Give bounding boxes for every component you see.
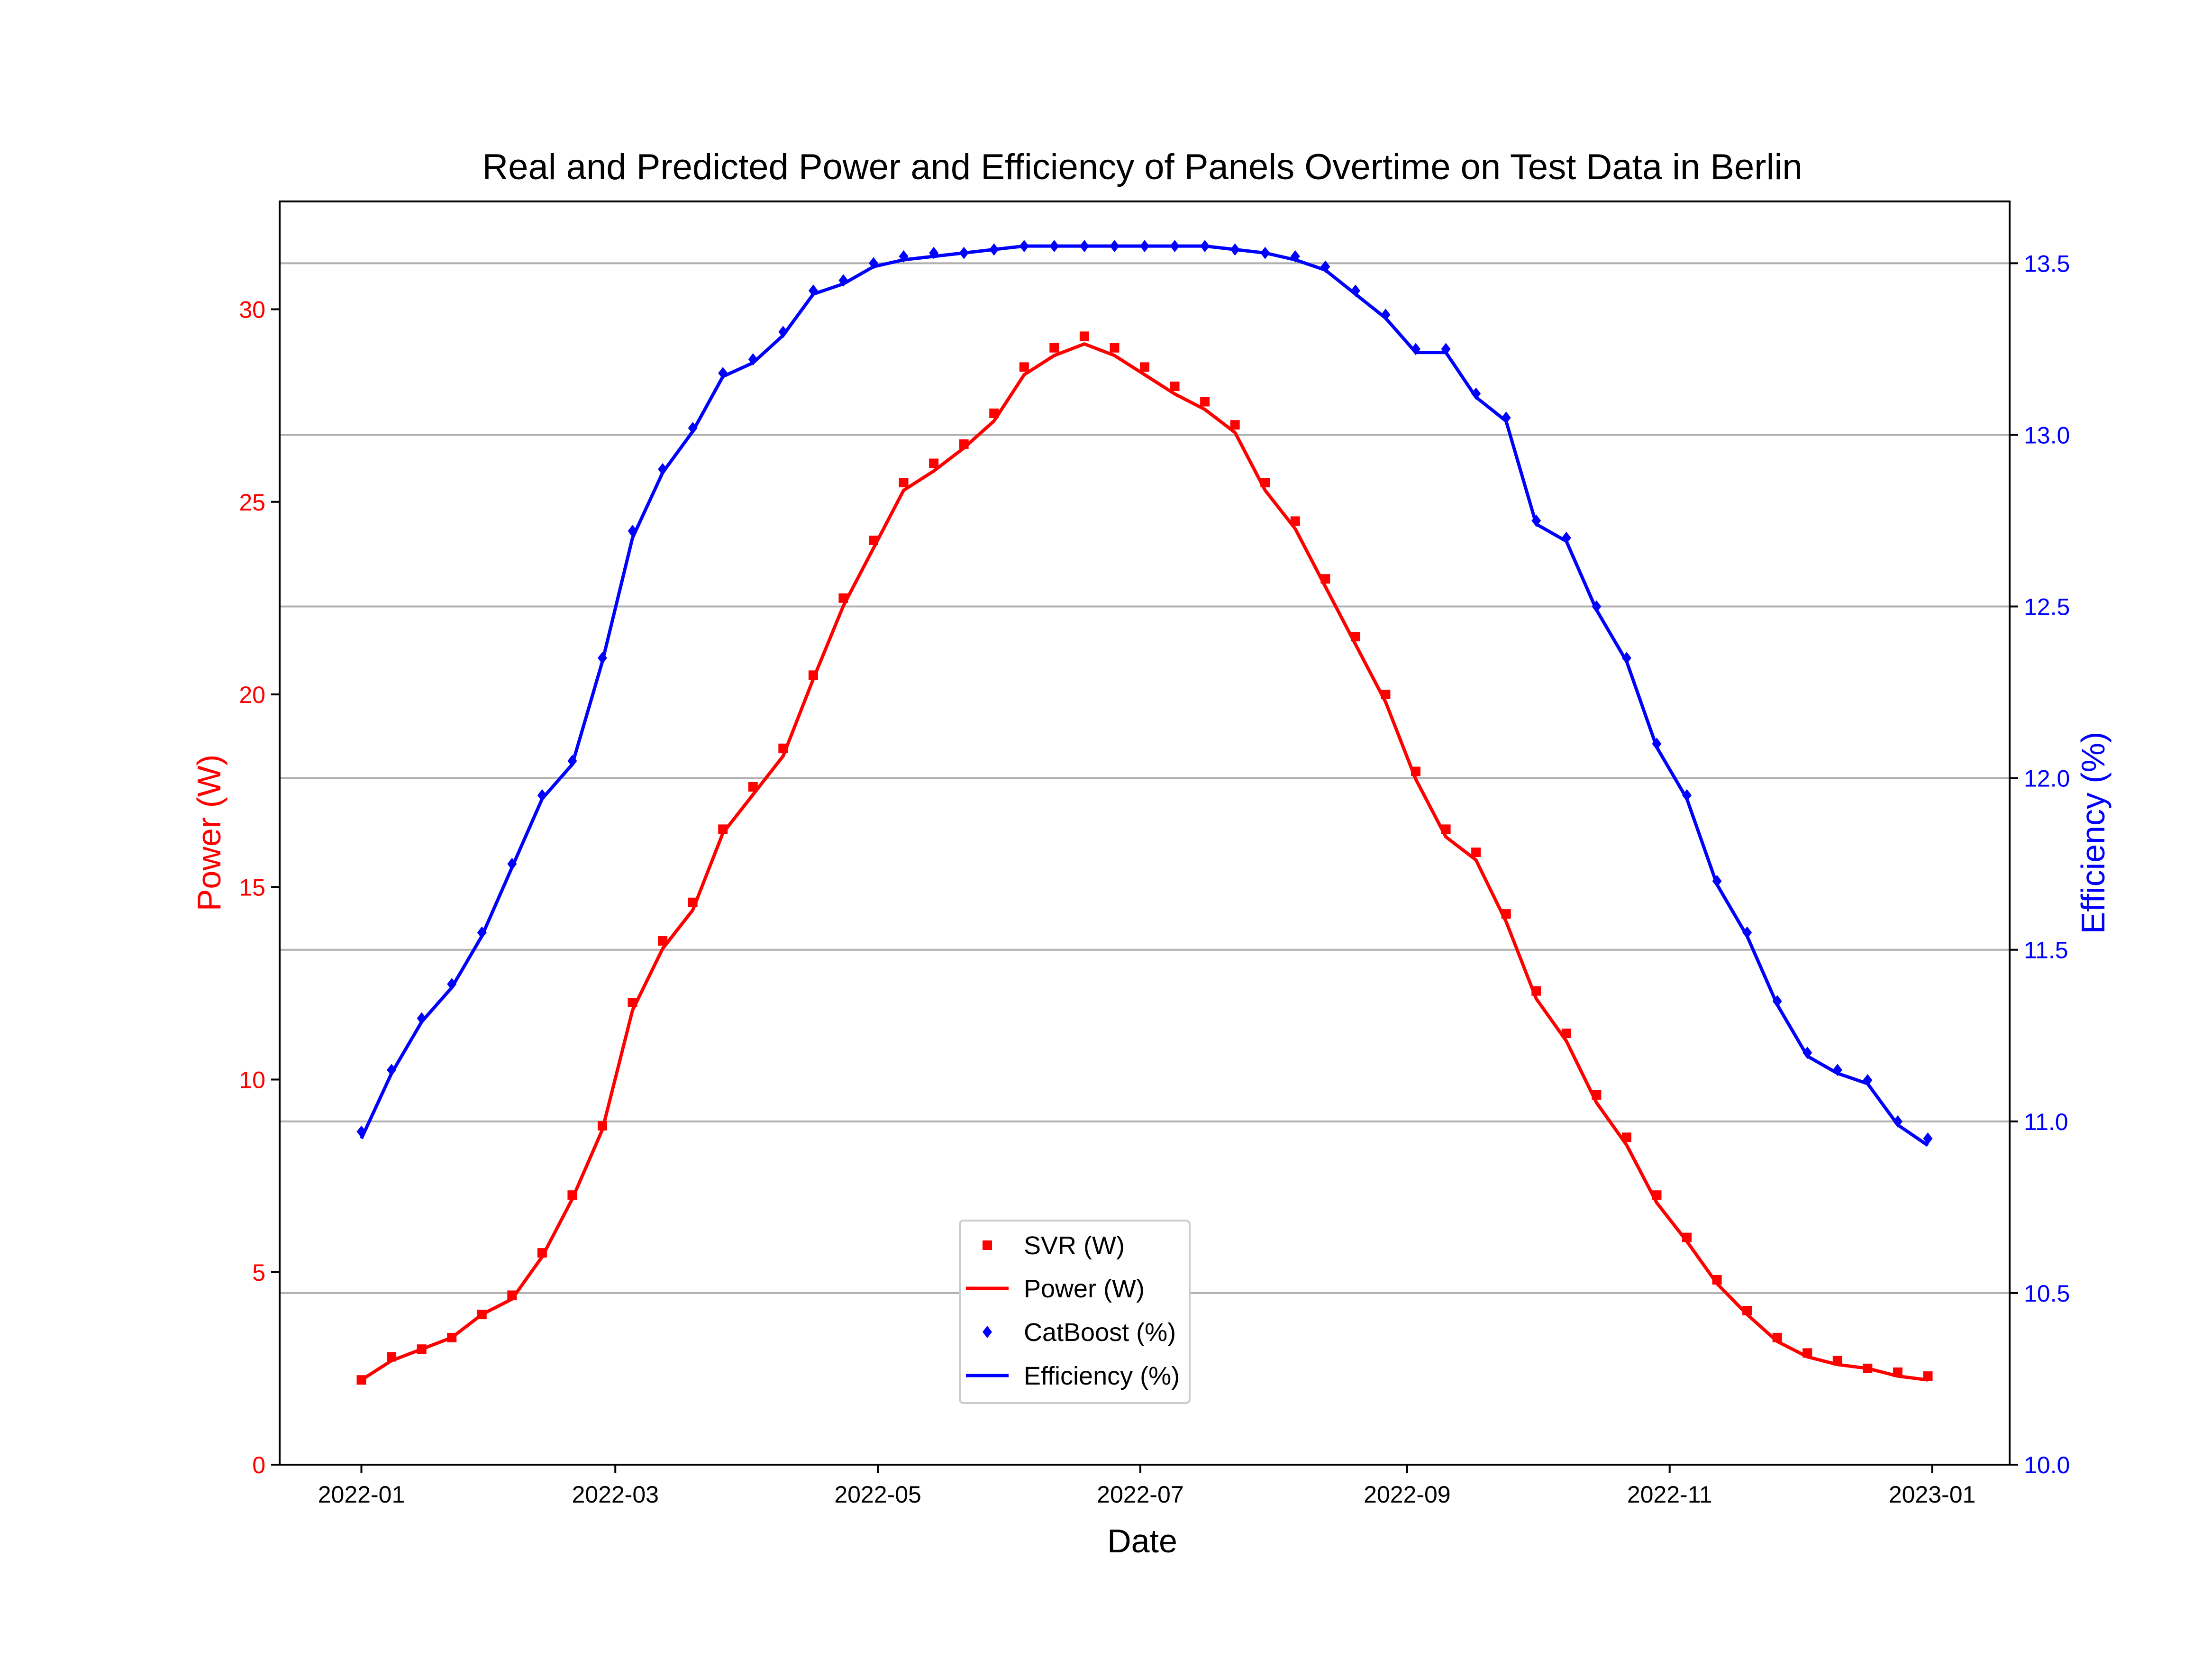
- y-left-tick-label: 15: [239, 874, 265, 901]
- data-point: [1079, 331, 1089, 341]
- data-point: [1200, 397, 1210, 407]
- legend-label: Power (W): [1024, 1275, 1145, 1303]
- y-right-tick-label: 11.5: [2024, 937, 2068, 964]
- data-point: [1140, 362, 1149, 372]
- y-right-tick-label: 11.0: [2024, 1109, 2068, 1135]
- data-point: [658, 463, 668, 475]
- y-left-tick-label: 25: [239, 489, 265, 516]
- plot-frame: [279, 201, 2011, 1466]
- data-point: [1019, 362, 1029, 372]
- series-efficiency: [360, 244, 1929, 1147]
- y-left-tick-label: 10: [239, 1067, 265, 1094]
- y-left-tick-label: 0: [252, 1452, 265, 1478]
- gridlines: [280, 262, 2010, 1466]
- data-point: [929, 458, 939, 468]
- y-axis-efficiency-label: Efficiency (%): [2075, 732, 2112, 934]
- data-point: [1170, 382, 1180, 391]
- y-axis-power-label: Power (W): [191, 755, 228, 912]
- y-right-tick-label: 10.5: [2024, 1280, 2070, 1307]
- y-axis-efficiency: 10.0 10.5 11.0 11.5 12.0 12.5 13.0 13.5: [2010, 250, 2070, 1478]
- x-tick-label: 2022-07: [1097, 1481, 1184, 1508]
- data-point: [1110, 343, 1120, 353]
- series-line: [360, 244, 1929, 1147]
- data-point: [1230, 420, 1240, 430]
- legend-marker: [983, 1326, 992, 1338]
- x-tick-label: 2022-11: [1627, 1481, 1712, 1508]
- legend-label: Efficiency (%): [1024, 1362, 1180, 1390]
- x-tick-label: 2022-03: [572, 1481, 659, 1508]
- data-point: [1471, 848, 1481, 857]
- legend-label: SVR (W): [1024, 1231, 1125, 1260]
- legend-label: CatBoost (%): [1024, 1318, 1176, 1347]
- legend-box: [959, 1220, 1191, 1404]
- x-tick-label: 2023-01: [1889, 1481, 1976, 1508]
- y-right-tick-label: 10.0: [2024, 1452, 2070, 1478]
- x-tick-label: 2022-05: [834, 1481, 921, 1508]
- y-left-tick-label: 30: [239, 297, 265, 323]
- y-right-tick-label: 13.5: [2024, 250, 2070, 277]
- data-point: [1049, 343, 1059, 353]
- chart-title: Real and Predicted Power and Efficiency …: [482, 147, 1802, 187]
- data-point: [1923, 1132, 1933, 1145]
- y-right-tick-label: 13.0: [2024, 422, 2070, 448]
- series-power-w: [360, 342, 1928, 1382]
- y-right-tick-label: 12.0: [2024, 766, 2070, 792]
- data-point: [899, 478, 909, 488]
- y-left-tick-label: 20: [239, 682, 265, 708]
- x-axis: 2022-01 2022-03 2022-05 2022-07 2022-09 2022-…: [318, 1465, 1976, 1508]
- plot-series: [356, 240, 1933, 1385]
- x-axis-label: Date: [1107, 1522, 1177, 1559]
- legend: SVR (W) Power (W) CatBoost (%) Efficiency (…: [959, 1220, 1191, 1404]
- y-left-tick-label: 5: [252, 1259, 265, 1286]
- data-point: [778, 326, 788, 338]
- y-axis-power: 0 5 10 15 20 25 30: [239, 297, 280, 1478]
- x-tick-label: 2022-01: [318, 1481, 405, 1508]
- legend-marker: [983, 1240, 992, 1250]
- series-line: [360, 342, 1928, 1382]
- x-tick-label: 2022-09: [1364, 1481, 1451, 1508]
- y-right-tick-label: 12.5: [2024, 594, 2070, 620]
- data-point: [1471, 387, 1481, 400]
